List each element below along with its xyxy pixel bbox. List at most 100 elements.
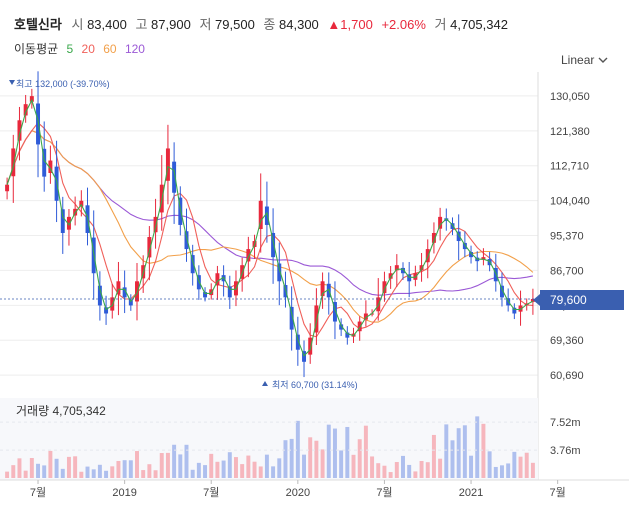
y-tick-label: 121,380 xyxy=(550,126,590,138)
volume-bar xyxy=(233,457,238,478)
candle-body xyxy=(17,120,22,141)
volume-bar xyxy=(42,465,47,478)
volume-y-axis: 7.52m 3.76m xyxy=(0,417,581,457)
candle-body xyxy=(363,313,368,320)
candle-body xyxy=(339,324,344,330)
volume-bar xyxy=(178,454,183,478)
ma-20-path xyxy=(6,121,533,338)
volume-bar xyxy=(462,425,467,478)
candle-body xyxy=(122,287,127,298)
y-tick-label: 112,710 xyxy=(550,161,589,173)
volume-bar xyxy=(456,428,461,478)
volume-bar xyxy=(314,440,319,478)
volume-bar xyxy=(147,464,152,478)
candle-body xyxy=(518,305,523,312)
volume-bar xyxy=(345,426,350,478)
volume-bar xyxy=(376,463,381,478)
volume-panel-value: 4,705,342 xyxy=(52,404,106,418)
volume-bar xyxy=(215,461,220,478)
volume-bar xyxy=(499,465,504,478)
volume-bar xyxy=(431,434,436,478)
candle-body xyxy=(165,148,170,181)
candle-body xyxy=(277,263,282,282)
moving-average-legend: 이동평균 5 20 60 120 xyxy=(14,40,150,57)
volume-bar xyxy=(209,453,214,478)
candle-body xyxy=(258,200,263,230)
volume-bar xyxy=(283,440,288,478)
ma-5-path xyxy=(6,98,534,357)
candle-body xyxy=(394,265,399,271)
candle-body xyxy=(5,184,10,192)
volume-bar xyxy=(252,461,257,478)
candle-body xyxy=(42,148,47,177)
candle-body xyxy=(60,209,65,233)
y-tick-label: 60,690 xyxy=(550,370,584,382)
candle-body xyxy=(419,265,424,271)
volume-bar xyxy=(512,451,517,478)
candle-body xyxy=(227,286,232,298)
volume-bar xyxy=(110,466,115,478)
high-marker-icon xyxy=(9,80,15,85)
candle-body xyxy=(184,231,189,250)
candle-body xyxy=(357,321,362,332)
volume-bar xyxy=(97,464,102,478)
y-tick-label: 69,360 xyxy=(550,335,584,347)
ma-5-line xyxy=(6,98,534,357)
x-tick-label: 7월 xyxy=(550,486,566,499)
volume-bar xyxy=(73,456,78,478)
x-tick-label: 2021 xyxy=(459,487,483,499)
volume-panel-title: 거래량 xyxy=(16,404,50,418)
volume-tick-label: 3.76m xyxy=(550,445,581,457)
volume-bar xyxy=(258,466,263,478)
volume-bar xyxy=(203,465,208,478)
stock-name: 호텔신라 xyxy=(14,17,62,32)
chevron-down-icon xyxy=(598,53,608,67)
volume-bar xyxy=(450,440,455,478)
price-tag-pointer xyxy=(533,294,540,306)
candle-body xyxy=(382,281,387,294)
volume-bar xyxy=(48,450,53,478)
candle-body xyxy=(246,249,251,262)
volume-bar xyxy=(438,458,443,478)
volume-bar xyxy=(246,455,251,478)
y-tick-label: 130,050 xyxy=(550,91,590,103)
candle-body xyxy=(388,273,393,279)
volume-bar xyxy=(289,438,294,478)
candle-body xyxy=(135,281,139,302)
candle-body xyxy=(438,216,443,229)
candle-body xyxy=(308,337,313,355)
candle-body xyxy=(104,307,109,314)
volume-bar xyxy=(184,444,189,478)
volume-bar xyxy=(221,460,226,478)
volume-bar xyxy=(518,456,523,478)
ma-60-label: 60 xyxy=(103,42,117,56)
volume-bar xyxy=(153,470,158,478)
ma-120-label: 120 xyxy=(124,42,145,56)
volume-bar xyxy=(481,423,486,478)
volume-bar xyxy=(295,420,300,478)
volume-bar xyxy=(419,460,424,478)
volume-bar xyxy=(23,470,28,478)
low-value: 79,500 xyxy=(215,17,255,32)
volume-bar xyxy=(29,458,34,478)
candle-body xyxy=(190,255,195,274)
candle-body xyxy=(512,307,517,314)
volume-bar xyxy=(36,463,41,478)
scale-dropdown[interactable]: Linear xyxy=(561,53,608,67)
ma-20-line xyxy=(6,121,533,338)
change-value: ▲1,700 xyxy=(327,17,373,32)
x-axis: 7월20197월20207월20217월2022 xyxy=(0,479,629,499)
volume-bar xyxy=(320,449,325,478)
volume-bar xyxy=(388,472,393,478)
volume-bar xyxy=(159,453,164,478)
ma-60-line xyxy=(6,130,534,323)
candle-body xyxy=(79,200,84,207)
volume-value: 4,705,342 xyxy=(450,17,508,32)
candle-body xyxy=(172,161,177,193)
volume-plot-area xyxy=(0,398,538,480)
volume-bar xyxy=(425,462,430,478)
volume-bar xyxy=(444,424,449,478)
volume-bar xyxy=(351,454,356,478)
annotations: 최고 132,000 (-39.70%) 최저 60,700 (31.14%) xyxy=(9,79,358,390)
